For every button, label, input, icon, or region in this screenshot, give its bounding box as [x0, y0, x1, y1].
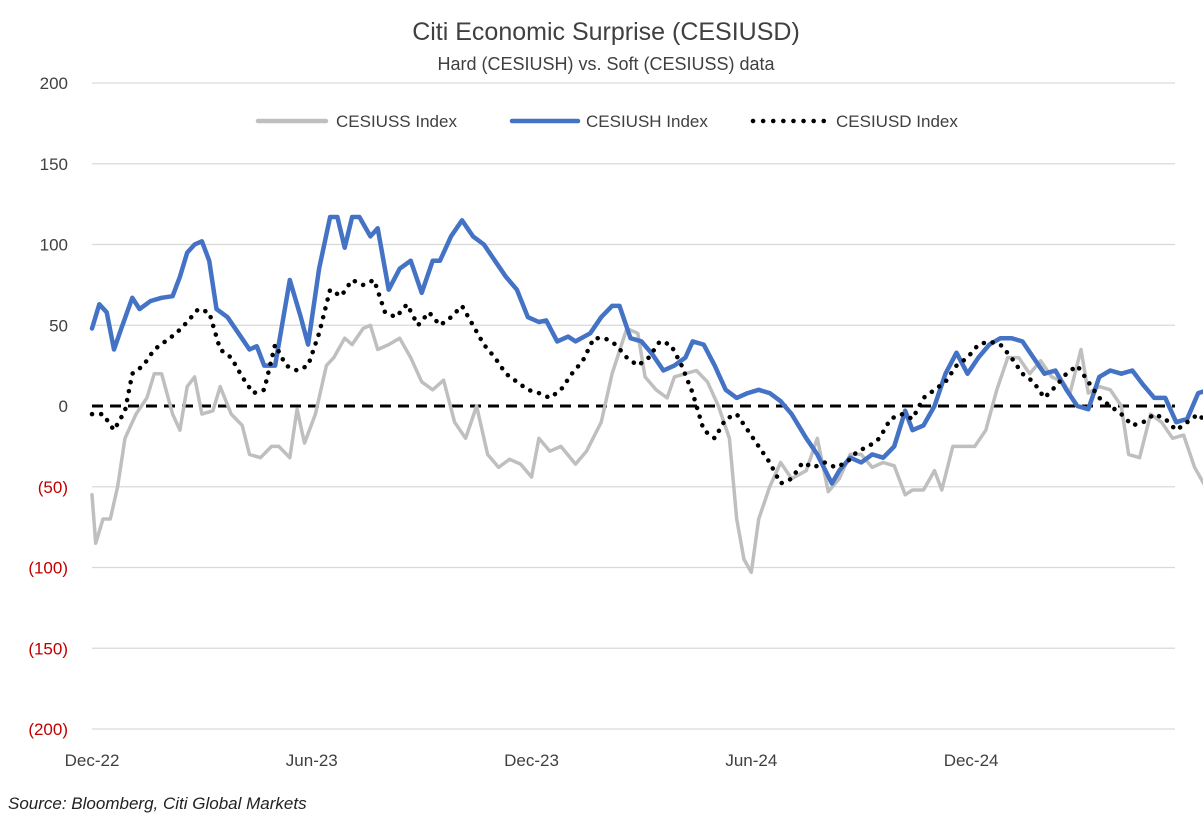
gridlines	[92, 82, 1175, 730]
y-tick-label: 200	[40, 74, 68, 93]
x-tick-label: Jun-24	[725, 751, 777, 770]
y-tick-label: (150)	[28, 639, 68, 658]
legend: CESIUSS Index CESIUSH Index CESIUSD Index	[255, 112, 958, 131]
y-tick-label: (200)	[28, 720, 68, 739]
chart-subtitle: Hard (CESIUSH) vs. Soft (CESIUSS) data	[437, 54, 775, 74]
series	[89, 214, 1203, 575]
legend-label: CESIUSS Index	[336, 112, 457, 131]
series-line-cesiusd-index	[89, 277, 1203, 486]
legend-label: CESIUSH Index	[586, 112, 708, 131]
x-tick-label: Dec-22	[65, 751, 120, 770]
source-note: Source: Bloomberg, Citi Global Markets	[8, 794, 307, 813]
y-tick-label: 0	[59, 397, 68, 416]
x-tick-label: Dec-23	[504, 751, 559, 770]
y-tick-label: (100)	[28, 559, 68, 578]
legend-label: CESIUSD Index	[836, 112, 958, 131]
x-axis: Dec-22 Jun-23 Dec-23 Jun-24 Dec-24	[65, 751, 999, 770]
y-tick-label: 150	[40, 155, 68, 174]
y-tick-label: (50)	[38, 478, 68, 497]
y-tick-label: 100	[40, 236, 68, 255]
y-axis: 200 150 100 50 0 (50) (100) (150) (200)	[28, 74, 68, 739]
y-tick-label: 50	[49, 316, 68, 335]
series-line-cesiush-index	[89, 214, 1203, 486]
x-tick-label: Dec-24	[944, 751, 999, 770]
chart-title: Citi Economic Surprise (CESIUSD)	[412, 18, 800, 46]
x-tick-label: Jun-23	[286, 751, 338, 770]
